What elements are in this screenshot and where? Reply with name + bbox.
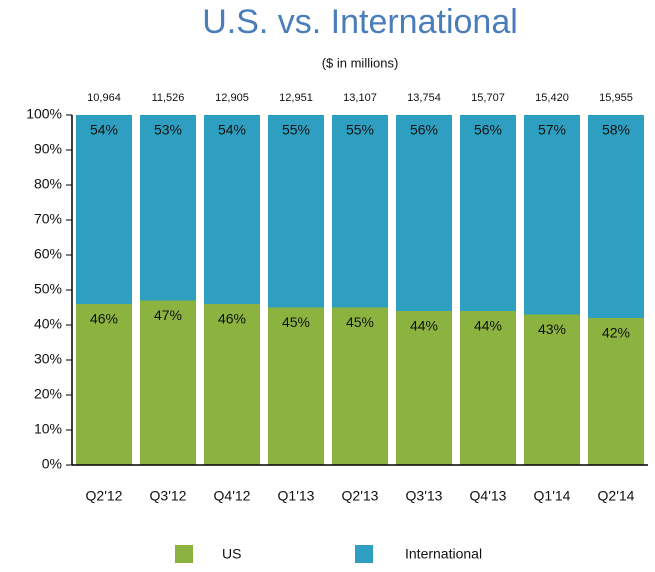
value-label: 55% <box>282 122 310 138</box>
y-tick-label: 70% <box>34 211 62 227</box>
bar-segment <box>204 304 260 465</box>
bar-segment <box>396 115 452 311</box>
bar-segment <box>76 115 132 304</box>
y-tick-label: 80% <box>34 176 62 192</box>
bar-segment <box>524 115 580 315</box>
bar-segment <box>332 115 388 308</box>
y-tick-label: 90% <box>34 141 62 157</box>
bar-segment <box>76 304 132 465</box>
value-label: 45% <box>346 314 374 330</box>
x-tick-label: Q4'13 <box>470 488 507 504</box>
legend-swatch <box>175 545 193 563</box>
x-tick-label: Q3'12 <box>150 488 187 504</box>
total-label: 11,526 <box>152 92 185 104</box>
y-tick-label: 10% <box>34 421 62 437</box>
value-label: 58% <box>602 122 630 138</box>
y-tick-label: 0% <box>42 456 62 472</box>
value-label: 43% <box>538 321 566 337</box>
value-label: 54% <box>218 122 246 138</box>
bar-segment <box>268 115 324 308</box>
total-label: 15,420 <box>535 92 569 104</box>
value-label: 54% <box>90 122 118 138</box>
bar-segment <box>332 307 388 465</box>
value-label: 56% <box>474 122 502 138</box>
bar-segment <box>588 318 644 465</box>
total-label: 10,964 <box>87 92 121 104</box>
total-label: 15,707 <box>471 92 505 104</box>
y-tick-label: 100% <box>26 106 62 122</box>
x-tick-label: Q2'13 <box>342 488 379 504</box>
legend-label: International <box>405 546 482 562</box>
value-label: 57% <box>538 122 566 138</box>
total-label: 13,754 <box>407 92 441 104</box>
total-label: 13,107 <box>343 92 377 104</box>
x-tick-label: Q1'13 <box>278 488 315 504</box>
bar-segment <box>460 311 516 465</box>
x-tick-label: Q1'14 <box>534 488 571 504</box>
x-tick-label: Q4'12 <box>214 488 251 504</box>
legend-swatch <box>355 545 373 563</box>
total-label: 12,905 <box>215 92 249 104</box>
value-label: 45% <box>282 314 310 330</box>
total-label: 15,955 <box>599 92 633 104</box>
y-tick-label: 60% <box>34 246 62 262</box>
y-tick-label: 30% <box>34 351 62 367</box>
bar-segment <box>588 115 644 318</box>
total-label: 12,951 <box>279 92 313 104</box>
y-tick-label: 50% <box>34 281 62 297</box>
bar-segment <box>460 115 516 311</box>
value-label: 55% <box>346 122 374 138</box>
value-label: 44% <box>474 318 502 334</box>
bar-segment <box>524 314 580 465</box>
value-label: 46% <box>218 311 246 327</box>
x-tick-label: Q2'12 <box>86 488 123 504</box>
bar-segment <box>140 115 196 301</box>
chart-title: U.S. vs. International <box>202 3 518 41</box>
value-label: 44% <box>410 318 438 334</box>
y-tick-label: 40% <box>34 316 62 332</box>
x-tick-label: Q2'14 <box>598 488 635 504</box>
value-label: 53% <box>154 122 182 138</box>
legend-label: US <box>222 546 241 562</box>
bar-segment <box>396 311 452 465</box>
value-label: 56% <box>410 122 438 138</box>
value-label: 46% <box>90 311 118 327</box>
value-label: 42% <box>602 325 630 341</box>
y-tick-label: 20% <box>34 386 62 402</box>
bar-segment <box>268 307 324 465</box>
x-tick-label: Q3'13 <box>406 488 443 504</box>
bar-segment <box>140 300 196 465</box>
chart-subtitle: ($ in millions) <box>322 55 399 70</box>
value-label: 47% <box>154 307 182 323</box>
bar-segment <box>204 115 260 304</box>
